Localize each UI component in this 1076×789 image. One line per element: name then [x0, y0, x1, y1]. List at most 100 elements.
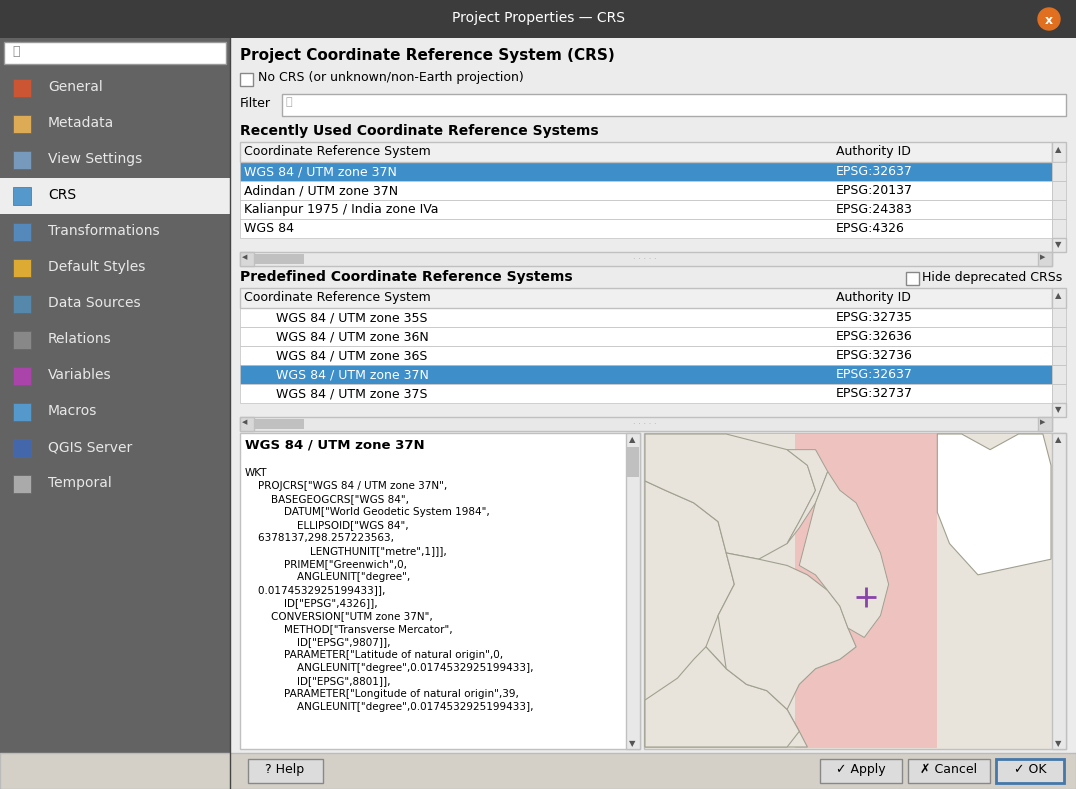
Text: ▶: ▶ — [1040, 254, 1046, 260]
Text: Adindan / UTM zone 37N: Adindan / UTM zone 37N — [244, 184, 398, 197]
Bar — [645, 433, 1066, 749]
Bar — [240, 73, 253, 86]
Text: PRIMEM["Greenwich",0,: PRIMEM["Greenwich",0, — [245, 559, 407, 569]
Text: ◀: ◀ — [242, 419, 247, 425]
Bar — [240, 346, 1052, 365]
Bar — [13, 439, 31, 457]
Bar — [1052, 327, 1066, 346]
Text: WGS 84 / UTM zone 36N: WGS 84 / UTM zone 36N — [244, 330, 428, 343]
Text: EPSG:32636: EPSG:32636 — [836, 330, 912, 343]
Text: WGS 84 / UTM zone 37N: WGS 84 / UTM zone 37N — [245, 438, 425, 451]
Text: · · · · ·: · · · · · — [633, 420, 656, 429]
Polygon shape — [645, 481, 807, 747]
Bar — [908, 759, 990, 783]
Bar — [1052, 308, 1066, 327]
Bar — [1052, 403, 1066, 417]
Bar — [230, 38, 1076, 789]
Bar — [0, 38, 230, 789]
Text: Macros: Macros — [48, 404, 97, 418]
Bar — [1052, 365, 1066, 384]
Text: ANGLEUNIT["degree",: ANGLEUNIT["degree", — [245, 572, 410, 582]
Bar — [240, 252, 1052, 266]
Text: Relations: Relations — [48, 332, 112, 346]
Bar — [820, 759, 902, 783]
Text: WGS 84 / UTM zone 37S: WGS 84 / UTM zone 37S — [244, 387, 427, 400]
Text: Kalianpur 1975 / India zone IVa: Kalianpur 1975 / India zone IVa — [244, 203, 439, 216]
Text: DATUM["World Geodetic System 1984",: DATUM["World Geodetic System 1984", — [245, 507, 490, 517]
Bar — [282, 94, 1066, 116]
Polygon shape — [645, 434, 816, 559]
Text: 6378137,298.257223563,: 6378137,298.257223563, — [245, 533, 394, 543]
Text: ✓ Apply: ✓ Apply — [836, 763, 886, 776]
Text: ▼: ▼ — [1054, 739, 1062, 748]
Bar — [626, 433, 640, 749]
Bar — [627, 447, 639, 477]
Bar — [1052, 238, 1066, 252]
Text: Authority ID: Authority ID — [836, 145, 911, 158]
Text: EPSG:32735: EPSG:32735 — [836, 311, 914, 324]
Bar — [1052, 346, 1066, 365]
Text: Project Properties — CRS: Project Properties — CRS — [452, 11, 624, 25]
Text: Temporal: Temporal — [48, 476, 112, 490]
Text: LENGTHUNIT["metre",1]]],: LENGTHUNIT["metre",1]]], — [245, 546, 447, 556]
Text: ANGLEUNIT["degree",0.0174532925199433],: ANGLEUNIT["degree",0.0174532925199433], — [245, 702, 534, 712]
Text: QGIS Server: QGIS Server — [48, 440, 132, 454]
Bar — [240, 417, 254, 431]
Bar — [240, 417, 1052, 431]
Bar — [13, 223, 31, 241]
Bar — [240, 433, 640, 749]
Bar — [1052, 200, 1066, 219]
Bar — [996, 759, 1064, 783]
Text: Transformations: Transformations — [48, 224, 159, 238]
Text: ▶: ▶ — [1040, 419, 1046, 425]
Bar — [240, 142, 1052, 162]
Bar — [240, 252, 254, 266]
Text: x: x — [1045, 14, 1053, 27]
Bar — [254, 419, 305, 429]
Text: CRS: CRS — [48, 188, 76, 202]
Bar — [1038, 417, 1052, 431]
Polygon shape — [799, 472, 889, 638]
Text: ✗ Cancel: ✗ Cancel — [920, 763, 978, 776]
Text: Project Coordinate Reference System (CRS): Project Coordinate Reference System (CRS… — [240, 48, 614, 63]
Bar — [13, 331, 31, 349]
Bar — [13, 115, 31, 133]
Text: View Settings: View Settings — [48, 152, 142, 166]
Bar — [13, 295, 31, 313]
Text: ▼: ▼ — [1054, 240, 1062, 249]
Bar — [13, 403, 31, 421]
Polygon shape — [937, 434, 1051, 575]
Bar — [240, 327, 1052, 346]
Text: · · · · ·: · · · · · — [633, 255, 656, 264]
Text: Hide deprecated CRSs: Hide deprecated CRSs — [922, 271, 1062, 284]
Text: CONVERSION["UTM zone 37N",: CONVERSION["UTM zone 37N", — [245, 611, 433, 621]
Bar — [1038, 252, 1052, 266]
Text: EPSG:4326: EPSG:4326 — [836, 222, 905, 235]
Text: 🔍: 🔍 — [12, 45, 19, 58]
Bar — [13, 367, 31, 385]
Bar — [1052, 162, 1066, 181]
Bar — [1052, 142, 1066, 162]
Bar — [240, 219, 1052, 238]
Text: Metadata: Metadata — [48, 116, 114, 130]
Text: ◀: ◀ — [242, 254, 247, 260]
Text: METHOD["Transverse Mercator",: METHOD["Transverse Mercator", — [245, 624, 453, 634]
Text: Default Styles: Default Styles — [48, 260, 145, 274]
Text: No CRS (or unknown/non-Earth projection): No CRS (or unknown/non-Earth projection) — [258, 71, 524, 84]
Text: WGS 84 / UTM zone 37N: WGS 84 / UTM zone 37N — [244, 368, 429, 381]
Polygon shape — [788, 450, 827, 544]
Bar — [1052, 433, 1066, 749]
Bar — [240, 308, 1052, 327]
Text: Data Sources: Data Sources — [48, 296, 141, 310]
Text: Recently Used Coordinate Reference Systems: Recently Used Coordinate Reference Syste… — [240, 124, 598, 138]
Text: WGS 84: WGS 84 — [244, 222, 294, 235]
Text: Variables: Variables — [48, 368, 112, 382]
Text: ID["EPSG",4326]],: ID["EPSG",4326]], — [245, 598, 378, 608]
Text: 0.0174532925199433]],: 0.0174532925199433]], — [245, 585, 385, 595]
Text: WGS 84 / UTM zone 37N: WGS 84 / UTM zone 37N — [244, 165, 397, 178]
Text: ANGLEUNIT["degree",0.0174532925199433],: ANGLEUNIT["degree",0.0174532925199433], — [245, 663, 534, 673]
Polygon shape — [645, 647, 799, 747]
Bar — [240, 200, 1052, 219]
Bar — [254, 254, 305, 264]
Text: Predefined Coordinate Reference Systems: Predefined Coordinate Reference Systems — [240, 270, 572, 284]
